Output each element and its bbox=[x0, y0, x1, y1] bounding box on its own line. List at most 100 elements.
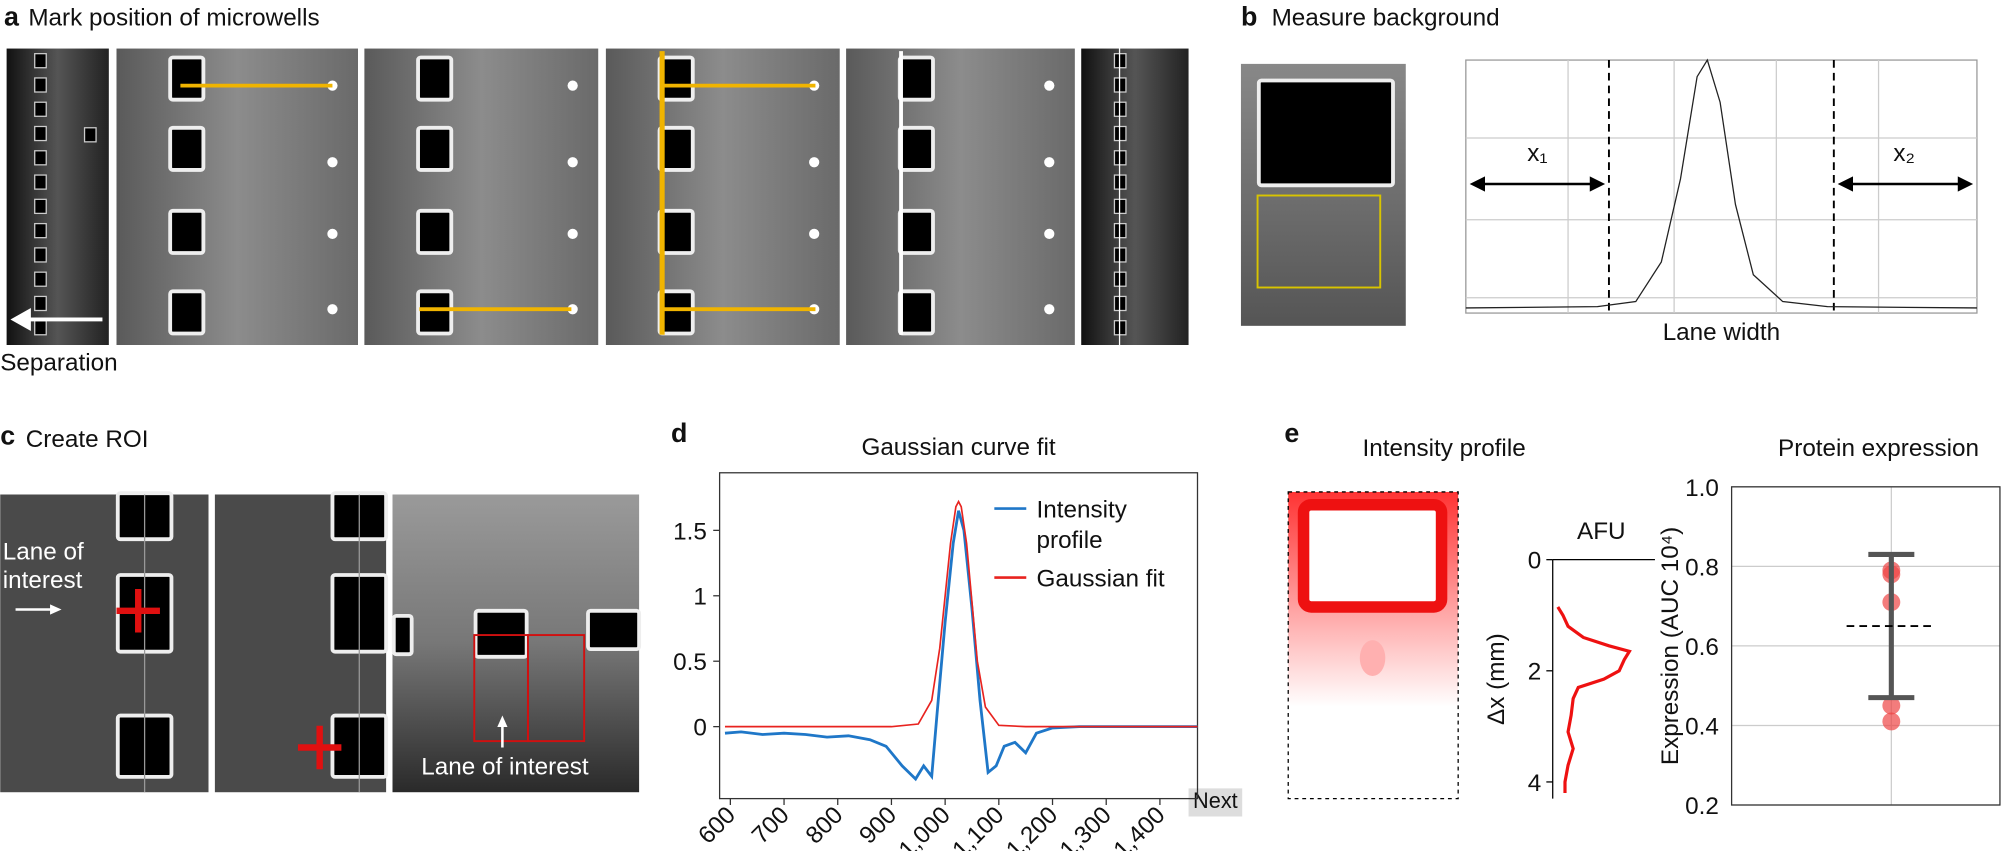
panel-letter: b bbox=[1241, 2, 1257, 32]
microwell bbox=[897, 55, 935, 102]
image bbox=[6, 48, 109, 346]
panel-letter: e bbox=[1284, 418, 1299, 448]
microwell bbox=[391, 613, 414, 657]
arrowhead bbox=[1469, 176, 1606, 192]
y-tick-label: 0.5 bbox=[673, 649, 707, 676]
annotation: x₁ bbox=[1527, 140, 1547, 167]
y-tick-label: 1.5 bbox=[673, 518, 707, 545]
microwell bbox=[168, 125, 206, 172]
annotation: Lane of interest bbox=[421, 753, 589, 780]
plot-frame bbox=[1730, 486, 2001, 806]
x-tick-label: 1,200 bbox=[1001, 802, 1063, 851]
spot bbox=[327, 228, 338, 239]
x-tick-label: 800 bbox=[801, 802, 849, 850]
microwell bbox=[34, 53, 47, 69]
roi bbox=[1256, 194, 1382, 289]
microwell bbox=[34, 174, 47, 190]
y-axis-label: Expression (AUC 10⁴) bbox=[1657, 527, 1684, 765]
spot bbox=[1044, 80, 1055, 91]
image bbox=[846, 48, 1075, 346]
images bbox=[0, 48, 1978, 800]
microwell bbox=[83, 127, 97, 143]
series-line bbox=[724, 499, 1198, 728]
next-button[interactable]: Next bbox=[1193, 788, 1238, 813]
image bbox=[605, 48, 840, 346]
y-tick-label: 4 bbox=[1528, 770, 1541, 797]
chart-title: Gaussian curve fit bbox=[861, 434, 1055, 461]
y-tick-label: 0.4 bbox=[1685, 713, 1719, 740]
y-tick-label: 0 bbox=[693, 715, 707, 742]
microwell bbox=[473, 608, 529, 659]
data-point bbox=[1882, 696, 1901, 715]
data-point bbox=[1882, 712, 1901, 731]
y-tick-label: 0.8 bbox=[1685, 554, 1719, 581]
panel-title: Measure background bbox=[1272, 5, 1500, 32]
microwell bbox=[586, 608, 642, 652]
spot bbox=[327, 304, 338, 315]
roi bbox=[526, 634, 586, 743]
profile bbox=[1465, 58, 1977, 309]
microwell bbox=[34, 271, 47, 287]
image bbox=[1081, 48, 1189, 346]
spot bbox=[1044, 228, 1055, 239]
arrowhead bbox=[1837, 176, 1974, 192]
spot bbox=[809, 228, 820, 239]
x-tick-label: 1,300 bbox=[1055, 802, 1117, 851]
microwell bbox=[416, 55, 454, 102]
legend-label: Gaussian fit bbox=[1037, 566, 1165, 593]
microwell bbox=[34, 77, 47, 93]
legend-label: Intensity profile bbox=[1037, 497, 1128, 555]
microwell bbox=[34, 150, 47, 166]
x-tick-label: 600 bbox=[693, 802, 741, 850]
spot bbox=[567, 157, 578, 168]
panel-title: Create ROI bbox=[26, 426, 149, 453]
microwell bbox=[1256, 78, 1395, 188]
microwell bbox=[897, 125, 935, 172]
y-tick-label: 0.6 bbox=[1685, 634, 1719, 661]
profile-line bbox=[1556, 606, 1632, 794]
chart-title: Protein expression bbox=[1778, 435, 1979, 462]
microwell bbox=[416, 289, 454, 336]
x-tick-label: 1,100 bbox=[947, 802, 1009, 851]
y-tick-label: 0.2 bbox=[1685, 793, 1719, 820]
image bbox=[364, 48, 599, 346]
arrowhead bbox=[497, 715, 508, 728]
microwell bbox=[897, 289, 935, 336]
y-tick-label: 1 bbox=[693, 584, 707, 611]
microwell bbox=[168, 289, 206, 336]
x-tick-label: 1,000 bbox=[894, 802, 956, 851]
x-tick-label: 1,400 bbox=[1109, 802, 1171, 851]
spot bbox=[1044, 157, 1055, 168]
microwell bbox=[168, 208, 206, 255]
y-tick-label: 2 bbox=[1528, 659, 1541, 686]
spot bbox=[567, 80, 578, 91]
arrowhead bbox=[50, 604, 62, 615]
microwell bbox=[1297, 498, 1448, 613]
spot bbox=[1359, 640, 1386, 676]
plot-frame bbox=[718, 472, 1199, 800]
microwell bbox=[34, 295, 47, 312]
x-tick-label: 700 bbox=[747, 802, 795, 850]
chart-title: AFU bbox=[1577, 518, 1626, 545]
microwell bbox=[897, 208, 935, 255]
panel-title: Intensity profile bbox=[1363, 435, 1526, 462]
arrowhead bbox=[10, 307, 31, 331]
image bbox=[116, 48, 358, 346]
microwell bbox=[168, 55, 206, 102]
panel-letter: c bbox=[0, 421, 15, 451]
microwell bbox=[34, 198, 47, 215]
y-tick-label: 1.0 bbox=[1685, 475, 1719, 502]
series-line bbox=[724, 510, 1198, 782]
microwell bbox=[34, 320, 47, 336]
axis-label: Lane width bbox=[1663, 319, 1780, 346]
panel-title: Mark position of microwells bbox=[28, 5, 319, 32]
panel-letter: d bbox=[671, 418, 687, 448]
spot bbox=[567, 228, 578, 239]
spot bbox=[327, 157, 338, 168]
microwell bbox=[34, 101, 47, 117]
y-axis-label: Δx (mm) bbox=[1483, 633, 1510, 725]
spot bbox=[567, 304, 578, 315]
microwell bbox=[416, 125, 454, 172]
